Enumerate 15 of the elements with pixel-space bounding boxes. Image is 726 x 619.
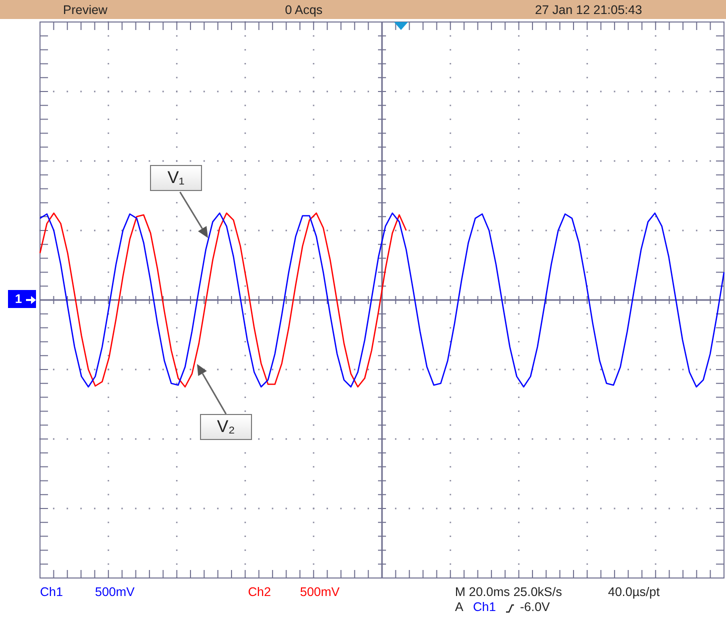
- text: 1: [15, 292, 22, 306]
- text: -6.0V: [520, 600, 550, 614]
- text: V₁: [150, 165, 202, 191]
- text: 500mV: [300, 585, 340, 599]
- text: 0 Acqs: [285, 3, 323, 17]
- text: 500mV: [95, 585, 135, 599]
- text: 27 Jan 12 21:05:43: [535, 3, 642, 17]
- text: Ch1: [40, 585, 63, 599]
- text: Ch1: [473, 600, 496, 614]
- text: Ch2: [248, 585, 271, 599]
- text: M 20.0ms 25.0kS/s: [455, 585, 562, 599]
- text: V₂: [200, 414, 252, 440]
- text: A: [455, 600, 464, 614]
- text: Preview: [63, 3, 108, 17]
- text: 40.0µs/pt: [608, 585, 660, 599]
